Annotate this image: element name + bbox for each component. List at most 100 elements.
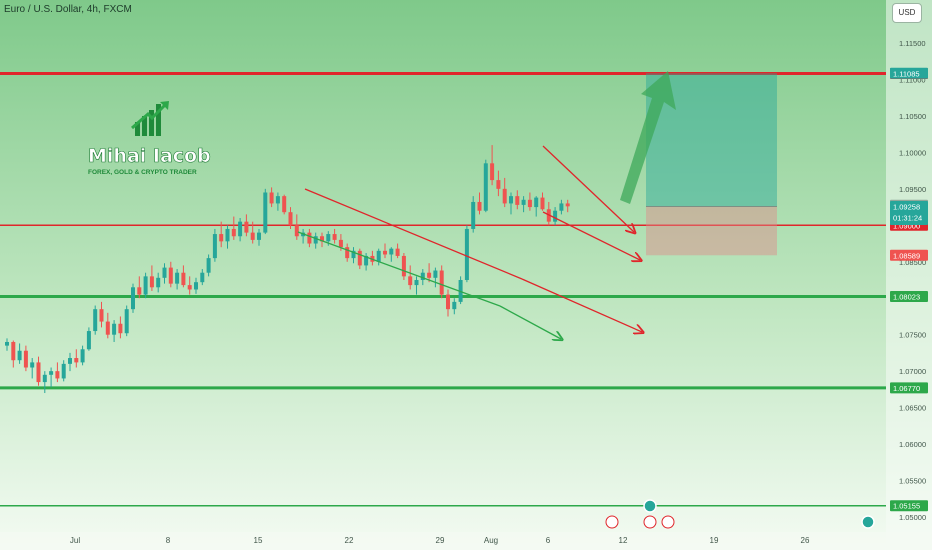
event-dot-icon[interactable] (643, 499, 657, 513)
candle-body (395, 248, 400, 256)
candle-body (200, 272, 205, 283)
candle-body (294, 225, 299, 237)
us-flag-event-icon[interactable] (643, 515, 657, 529)
candle-body (433, 270, 438, 278)
candle-body (30, 362, 35, 368)
candle-body (452, 301, 457, 310)
candle-body (446, 294, 450, 310)
candle-body (137, 287, 142, 295)
candle-body (527, 199, 532, 208)
candle-body (105, 321, 110, 335)
channel-red-arrow[interactable] (521, 278, 642, 332)
lightning-event-icon[interactable] (605, 515, 619, 529)
price-tick-label: 1.11000 (899, 75, 926, 84)
countdown-label: 01:31:24 (893, 213, 922, 222)
candle-body (534, 197, 539, 208)
price-tick-label: 1.09500 (899, 185, 926, 194)
candle-body (55, 371, 60, 379)
candle-body (61, 363, 66, 379)
price-label-text: 1.09258 (893, 202, 920, 211)
candle-body (86, 331, 91, 350)
candle-body (168, 267, 173, 284)
candle-body (332, 234, 337, 240)
channel-green-arrow[interactable] (499, 305, 561, 339)
price-tick-label: 1.07000 (899, 367, 926, 376)
price-tick-label: 1.05000 (899, 513, 926, 522)
candle-body (282, 196, 287, 213)
brand-tagline: FOREX, GOLD & CRYPTO TRADER (88, 169, 197, 176)
wedge-top-arrow[interactable] (542, 145, 634, 232)
price-tick-label: 1.08500 (899, 258, 926, 267)
price-label-badge (890, 382, 928, 394)
candle-body (250, 232, 255, 240)
price-axis-background (886, 0, 932, 550)
candle-body (553, 210, 558, 222)
price-label-badge (890, 500, 928, 512)
candle-body (219, 234, 224, 242)
time-tick-label: Aug (484, 536, 498, 545)
candle-body (118, 323, 123, 334)
time-axis-background (0, 532, 932, 550)
candle-body (408, 276, 413, 286)
us-flag-event-icon[interactable] (661, 515, 675, 529)
candle-body (99, 309, 104, 322)
candle-body (420, 272, 425, 280)
time-tick-label: 29 (436, 536, 445, 545)
candle-body (80, 349, 85, 363)
stop-loss-zone[interactable] (646, 206, 777, 256)
price-label-text: 1.06770 (893, 384, 920, 393)
candle-body (143, 276, 148, 295)
candle-body (212, 234, 217, 259)
candle-body (36, 362, 41, 383)
price-label-badge (890, 249, 928, 261)
candle-body (521, 199, 526, 205)
candle-body (509, 196, 513, 204)
time-tick-label: 8 (166, 536, 171, 545)
currency-button[interactable]: USD (892, 3, 922, 23)
candle-body (181, 272, 186, 286)
candle-body (338, 239, 343, 248)
candle-body (244, 221, 249, 233)
price-label-text: 1.09000 (893, 221, 920, 230)
event-dot-icon[interactable] (861, 515, 875, 529)
price-tick-label: 1.06500 (899, 404, 926, 413)
candle-body (313, 236, 318, 244)
bullish-projection-arrow[interactable] (620, 71, 676, 204)
candle-body (42, 374, 47, 383)
wedge-bottom-arrow[interactable] (542, 211, 640, 260)
candle-body (149, 276, 154, 288)
candle-body (383, 250, 387, 255)
candle-body (23, 350, 28, 368)
candle-body (93, 309, 98, 332)
candle-body (206, 258, 211, 273)
candle-body (231, 228, 236, 237)
candle-body (175, 272, 180, 284)
candle-body (540, 197, 545, 210)
candle-body (326, 234, 331, 242)
price-tick-label: 1.06000 (899, 440, 926, 449)
candle-body (559, 203, 564, 211)
price-tick-label: 1.07500 (899, 331, 926, 340)
candle-body (131, 287, 135, 310)
candle-body (490, 163, 495, 181)
time-tick-label: 6 (546, 536, 551, 545)
candle-body (257, 232, 261, 240)
candle-body (471, 201, 476, 229)
candle-body (112, 323, 117, 335)
symbol-title[interactable]: Euro / U.S. Dollar, 4h, FXCM (4, 4, 132, 15)
channel-bottom-line[interactable] (297, 231, 501, 307)
price-tick-label: 1.05500 (899, 477, 926, 486)
candle-body (275, 196, 280, 204)
candle-body (288, 212, 293, 226)
candle-body (68, 358, 72, 364)
candle-body (357, 250, 362, 266)
candle-body (162, 267, 167, 278)
candle-body (389, 248, 394, 255)
candle-body (515, 196, 520, 205)
time-tick-label: 15 (254, 536, 263, 545)
candle-body (414, 280, 419, 286)
time-tick-label: 22 (345, 536, 354, 545)
channel-top-line[interactable] (304, 188, 523, 280)
